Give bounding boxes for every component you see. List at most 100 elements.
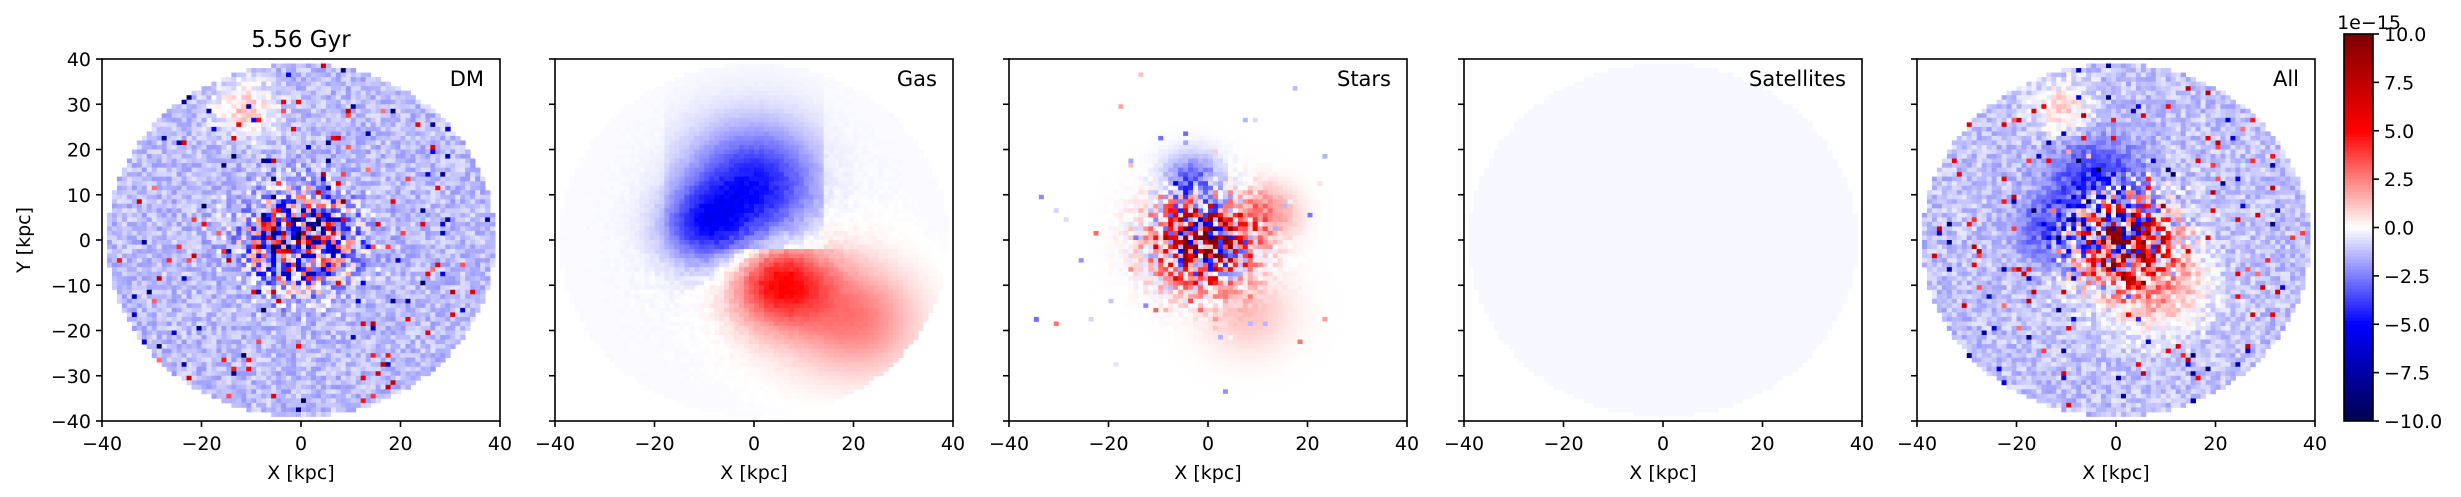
heatmap-cell	[360, 135, 367, 141]
heatmap-cell	[360, 212, 367, 218]
heatmap-cell	[186, 330, 192, 336]
heatmap-cell	[320, 181, 327, 187]
heatmap-cell	[360, 104, 367, 110]
heatmap-cell	[325, 344, 332, 350]
heatmap-cell	[390, 375, 396, 381]
heatmap-cell	[166, 194, 173, 200]
heatmap-cell	[176, 335, 183, 340]
heatmap-cell	[286, 126, 292, 132]
heatmap-cell	[251, 303, 257, 309]
heatmap-cell	[455, 212, 461, 218]
heatmap-cell	[221, 86, 227, 92]
heatmap-cell	[390, 172, 396, 178]
heatmap-cell	[415, 144, 421, 150]
heatmap-cell	[475, 235, 481, 241]
heatmap-cell	[415, 167, 421, 173]
heatmap-cell	[405, 240, 411, 245]
heatmap-cell	[266, 244, 272, 250]
heatmap-cell	[126, 258, 133, 264]
heatmap-cell	[400, 194, 406, 200]
heatmap-cell	[156, 176, 163, 182]
heatmap-cell	[276, 325, 282, 331]
heatmap-cell	[241, 262, 247, 268]
heatmap-cell	[315, 131, 322, 137]
heatmap-cell	[380, 285, 386, 291]
heatmap-cell	[365, 158, 372, 164]
heatmap-cell	[201, 316, 207, 322]
heatmap-cell	[465, 249, 471, 254]
heatmap-cell	[266, 380, 272, 386]
heatmap-cell	[305, 81, 312, 87]
heatmap-cell	[415, 158, 421, 164]
heatmap-cell	[435, 140, 441, 146]
heatmap-cell	[480, 298, 486, 304]
heatmap-cell	[201, 230, 207, 236]
heatmap-cell	[301, 244, 307, 250]
heatmap-cell	[405, 285, 411, 291]
heatmap-cell	[281, 194, 287, 200]
heatmap-cell	[251, 371, 257, 377]
heatmap-cell	[465, 190, 471, 196]
heatmap-cell	[460, 185, 466, 191]
heatmap-cell	[221, 208, 227, 214]
heatmap-cell	[385, 262, 391, 268]
heatmap-cell	[315, 140, 322, 146]
heatmap-cell	[251, 176, 257, 182]
heatmap-cell	[355, 199, 362, 205]
heatmap-cell	[385, 81, 391, 87]
heatmap-cell	[271, 285, 277, 291]
heatmap-cell	[440, 230, 446, 236]
heatmap-cell	[136, 226, 143, 232]
heatmap-cell	[455, 335, 461, 340]
heatmap-cell	[261, 262, 267, 268]
heatmap-cell	[106, 212, 113, 218]
heatmap-cell	[286, 72, 292, 78]
heatmap-cell	[241, 235, 247, 241]
heatmap-cell	[340, 325, 347, 331]
heatmap-cell	[330, 235, 337, 241]
heatmap-cell	[415, 371, 421, 377]
heatmap-cell	[151, 226, 158, 232]
heatmap-cell	[266, 113, 272, 119]
heatmap-cell	[291, 199, 297, 205]
heatmap-cell	[350, 353, 357, 359]
heatmap-cell	[226, 190, 232, 196]
heatmap-cell	[276, 181, 282, 187]
heatmap-cell	[161, 298, 168, 304]
heatmap-cell	[186, 267, 192, 273]
heatmap-cell	[296, 280, 302, 286]
heatmap-cell	[291, 194, 297, 200]
heatmap-cell	[360, 140, 367, 146]
heatmap-cell	[405, 339, 411, 345]
heatmap-cell	[196, 99, 202, 105]
heatmap-cell	[385, 339, 391, 345]
heatmap-cell	[410, 312, 416, 318]
heatmap-cell	[216, 122, 222, 128]
heatmap-cell	[166, 212, 173, 218]
heatmap-cell	[415, 280, 421, 286]
heatmap-cell	[221, 90, 227, 96]
heatmap-cell	[345, 271, 352, 277]
heatmap-cell	[425, 190, 431, 196]
heatmap-cell	[365, 380, 372, 386]
heatmap-cell	[266, 72, 272, 78]
heatmap-cell	[350, 190, 357, 196]
heatmap-cell	[201, 285, 207, 291]
heatmap-cell	[375, 249, 382, 254]
heatmap-cell	[281, 249, 287, 254]
heatmap-cell	[375, 208, 382, 214]
heatmap-cell	[151, 163, 158, 168]
heatmap-cell	[584, 167, 591, 173]
heatmap-cell	[465, 285, 471, 291]
heatmap-cell	[335, 375, 342, 381]
heatmap-cell	[281, 212, 287, 218]
heatmap-cell	[360, 375, 367, 381]
heatmap-cell	[241, 384, 247, 390]
heatmap-cell	[236, 267, 242, 273]
heatmap-cell	[400, 230, 406, 236]
heatmap-cell	[345, 371, 352, 377]
heatmap-cell	[226, 230, 232, 236]
heatmap-cell	[360, 357, 367, 363]
heatmap-cell	[181, 167, 187, 173]
heatmap-cell	[206, 289, 212, 295]
